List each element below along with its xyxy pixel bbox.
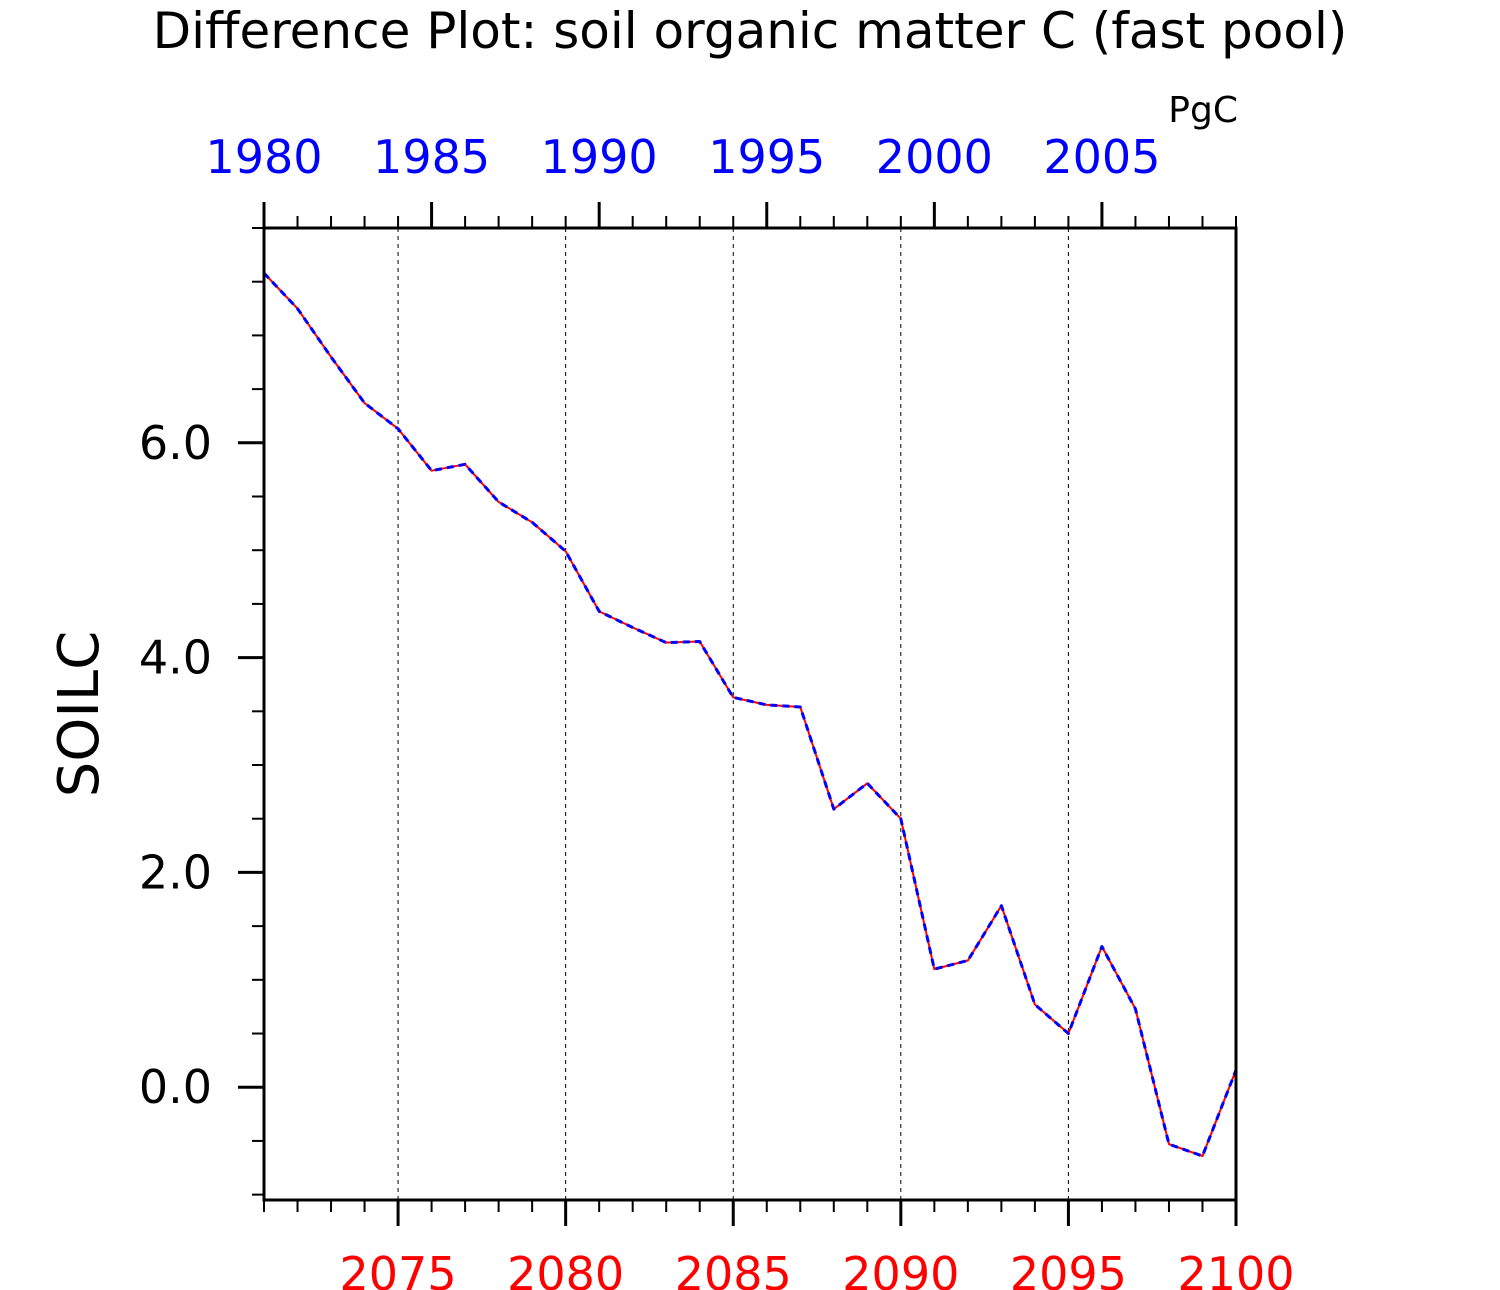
- chart-title: Difference Plot: soil organic matter C (…: [153, 2, 1348, 60]
- x-tick-label-bottom: 2080: [507, 1247, 624, 1290]
- x-tick-label-bottom: 2075: [340, 1247, 457, 1290]
- x-tick-label-bottom: 2095: [1010, 1247, 1127, 1290]
- y-axis-label: SOILC: [47, 631, 112, 797]
- series-line-1: [263, 272, 1237, 1157]
- x-tick-label-top: 1985: [373, 130, 490, 184]
- axes: 2075 2080 2085 2090 2095 2100 1980 1985 1990 1995…: [139, 130, 1295, 1290]
- units-label: PgC: [1168, 90, 1238, 131]
- x-tick-label-bottom: 2090: [842, 1247, 959, 1290]
- plot-frame: [262, 226, 1238, 1202]
- x-tick-label-top: 1980: [205, 130, 322, 184]
- x-tick-label-top: 1990: [541, 130, 658, 184]
- grid-lines: [397, 228, 1069, 1200]
- x-tick-label-top: 1995: [708, 130, 825, 184]
- series-group: [262, 272, 1238, 1158]
- y-tick-label: 0.0: [139, 1060, 212, 1114]
- x-tick-label-top: 2005: [1043, 130, 1160, 184]
- y-tick-label: 2.0: [139, 845, 212, 899]
- x-tick-label-bottom: 2085: [675, 1247, 792, 1290]
- x-tick-label-bottom: 2100: [1177, 1247, 1294, 1290]
- y-tick-label: 6.0: [139, 416, 212, 470]
- x-tick-label-top: 2000: [876, 130, 993, 184]
- y-tick-label: 4.0: [139, 631, 212, 685]
- series-line-2: [262, 272, 1238, 1158]
